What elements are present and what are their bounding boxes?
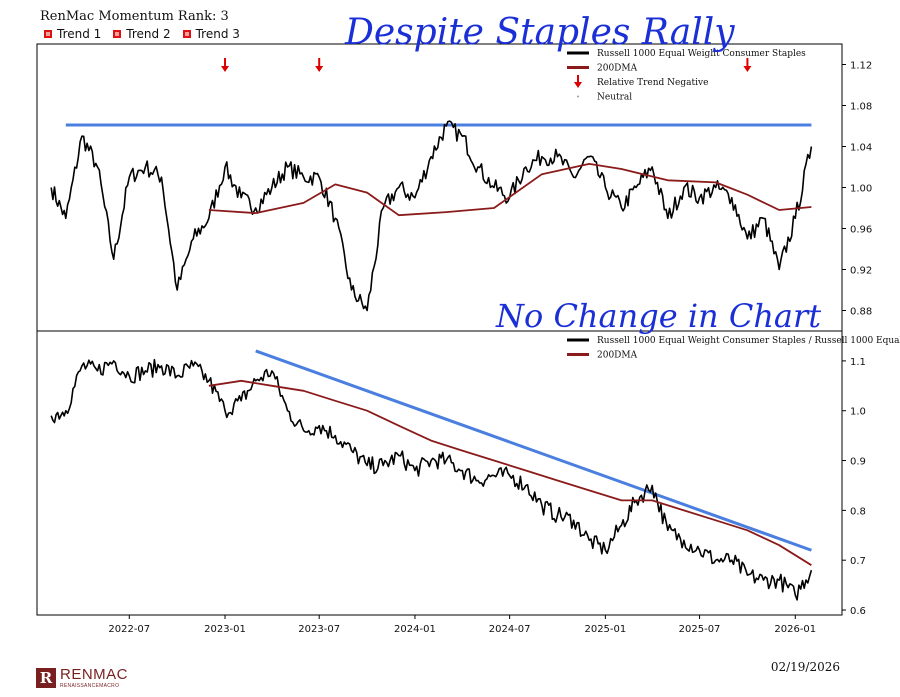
y-tick-label: 0.92 (850, 266, 872, 277)
handwritten-note-top: Despite Staples Rally (344, 12, 735, 53)
trend-box-icon (44, 30, 52, 38)
trend-item-3: Trend 3 (182, 27, 240, 41)
x-tick-label: 2025-07 (679, 624, 721, 635)
legend-label: 200DMA (597, 351, 638, 361)
trend-label: Trend 1 (57, 27, 102, 41)
logo-text: RENMAC (60, 666, 129, 683)
legend-dot-icon (577, 95, 579, 98)
x-tick-label: 2024-07 (489, 624, 531, 635)
legend-label: Russell 1000 Equal Weight Consumer Stapl… (597, 49, 806, 59)
trend-negative-arrowhead (315, 66, 324, 72)
y-tick-label: 0.8 (850, 506, 866, 517)
y-tick-label: 0.88 (850, 307, 872, 318)
trend-box-icon (113, 30, 122, 38)
y-tick-label: 1.1 (850, 357, 866, 368)
y-tick-label: 1.12 (850, 61, 872, 72)
trend-negative-arrowhead (221, 66, 230, 72)
x-tick-label: 2023-01 (204, 624, 246, 635)
x-tick-label: 2026-01 (774, 624, 816, 635)
logo-subtext: RENAISSANCEMACRO (60, 683, 120, 689)
y-tick-label: 0.96 (850, 225, 872, 236)
renmac-logo: R RENMAC RENAISSANCEMACRO (36, 666, 128, 689)
y-tick-label: 0.9 (850, 457, 866, 468)
dma-line (208, 379, 812, 566)
logo-mark: R (36, 667, 56, 688)
handwritten-note-middle: No Change in Chart (495, 297, 821, 335)
trend-item-2: Trend 2 (113, 27, 171, 41)
y-tick-label: 1.04 (850, 143, 872, 154)
trend-legend: Trend 1 Trend 2 Trend 3 (44, 27, 240, 41)
legend-label: Neutral (597, 93, 632, 103)
bottom-panel: 0.6 0.7 0.8 0.9 1.0 1.1 2022-07 2023-01 2023-07 2… (36, 330, 900, 635)
plot-frame (36, 43, 843, 332)
trend-negative-arrowhead (743, 66, 752, 72)
x-tick-label: 2023-07 (298, 624, 340, 635)
legend-arrowhead-icon (574, 82, 582, 88)
trend-box-icon (182, 30, 191, 38)
legend-label: Relative Trend Negative (597, 78, 708, 88)
annotations: Despite Staples Rally No Change in Chart (344, 12, 821, 335)
legend-label: 200DMA (597, 64, 638, 74)
plot-frame (36, 330, 843, 616)
trend-label: Trend 2 (126, 27, 171, 41)
y-tick-label: 1.00 (850, 184, 872, 195)
trend-label: Trend 3 (195, 27, 240, 41)
x-tick-label: 2022-07 (108, 624, 150, 635)
y-tick-label: 1.08 (850, 102, 872, 113)
y-tick-label: 1.0 (850, 407, 866, 418)
y-tick-label: 0.7 (850, 556, 866, 567)
downtrend-line (255, 349, 812, 552)
report-date: 02/19/2026 (770, 660, 840, 674)
legend-label: Russell 1000 Equal Weight Consumer Stapl… (597, 336, 900, 346)
trend-item-1: Trend 1 (44, 27, 101, 41)
x-tick-label: 2024-01 (394, 624, 436, 635)
x-tick-label: 2025-01 (584, 624, 626, 635)
dma-line (208, 163, 812, 217)
momentum-rank-label: RenMac Momentum Rank: 3 (40, 9, 229, 24)
series-line (50, 358, 813, 601)
y-tick-label: 0.6 (850, 606, 866, 617)
top-panel: 0.88 0.92 0.96 1.00 1.04 1.08 1.12 Russell 1000… (36, 43, 872, 332)
series-line (50, 120, 813, 312)
